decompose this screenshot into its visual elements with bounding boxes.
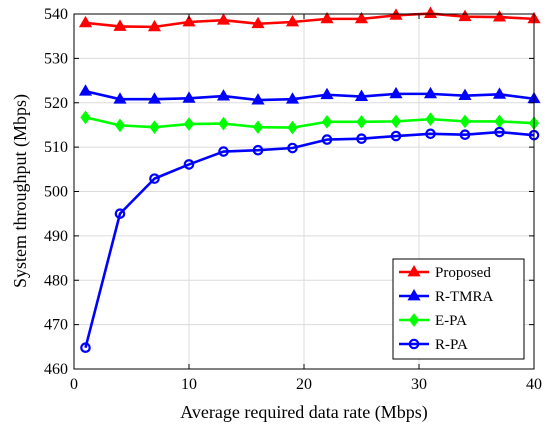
data-point-r-pa — [114, 208, 126, 219]
x-tick-label: 40 — [526, 376, 542, 393]
data-point-r-pa — [80, 342, 91, 353]
legend-marker — [408, 338, 420, 350]
data-point-r-tmra — [492, 87, 507, 99]
legend-marker — [407, 288, 421, 301]
data-point-proposed — [78, 15, 93, 28]
series-r-pa — [80, 126, 540, 353]
legend: Proposed R-TMRA E-PA R-PA — [392, 258, 525, 360]
data-point-r-tmra — [423, 86, 438, 99]
legend-entry-e-pa: E-PA — [399, 313, 467, 329]
y-tick-label: 480 — [44, 272, 68, 289]
y-tick-label: 510 — [44, 139, 68, 156]
data-point-proposed — [354, 11, 369, 24]
legend-label: R-TMRA — [435, 289, 494, 305]
data-point-e-pa — [459, 114, 471, 129]
data-point-r-tmra — [251, 93, 265, 105]
series-line-r-pa — [84, 130, 535, 349]
data-point-r-tmra — [354, 89, 369, 101]
ticks: 0 10 20 30 40 460 470 480 490 500 510 520 530 540 — [44, 6, 542, 393]
data-point-r-tmra — [389, 86, 403, 99]
data-point-e-pa — [390, 114, 402, 129]
data-point-r-pa — [183, 159, 195, 170]
y-tick-label: 500 — [44, 184, 68, 201]
data-point-r-pa — [390, 130, 402, 142]
data-point-proposed — [492, 10, 507, 22]
data-point-e-pa — [425, 112, 436, 127]
x-tick-label: 0 — [70, 376, 78, 393]
data-point-r-pa — [149, 173, 160, 184]
data-point-r-tmra — [147, 92, 162, 104]
data-point-r-tmra — [182, 91, 196, 103]
data-point-proposed — [113, 19, 127, 31]
y-tick-label: 520 — [44, 95, 68, 112]
data-point-r-pa — [252, 144, 264, 156]
y-axis-label: System throughput (Mbps) — [10, 94, 31, 288]
y-tick-label: 490 — [44, 228, 68, 245]
y-tick-label: 530 — [44, 50, 68, 67]
data-point-e-pa — [149, 120, 160, 134]
data-point-r-tmra — [113, 92, 127, 104]
data-point-e-pa — [321, 114, 333, 129]
data-point-r-tmra — [216, 89, 231, 101]
legend-entry-r-tmra: R-TMRA — [399, 288, 494, 305]
x-tick-label: 30 — [411, 376, 427, 393]
data-point-proposed — [216, 13, 231, 25]
data-point-r-pa — [287, 142, 298, 154]
data-point-proposed — [182, 14, 196, 27]
legend-entry-r-pa: R-PA — [399, 337, 468, 353]
data-point-r-tmra — [320, 87, 334, 100]
y-tick-label: 470 — [44, 317, 68, 334]
data-point-r-pa — [218, 146, 229, 157]
legend-label: Proposed — [435, 265, 491, 281]
data-point-e-pa — [356, 114, 367, 129]
data-point-r-tmra — [458, 88, 472, 101]
legend-label: E-PA — [435, 313, 467, 329]
data-point-proposed — [147, 19, 162, 32]
data-point-proposed — [320, 11, 334, 24]
x-tick-label: 10 — [181, 376, 197, 393]
data-point-proposed — [251, 16, 265, 29]
data-point-e-pa — [252, 120, 264, 134]
x-axis-label: Average required data rate (Mbps) — [180, 402, 428, 423]
data-point-proposed — [285, 14, 300, 27]
y-tick-label: 460 — [44, 361, 68, 378]
data-point-r-pa — [459, 129, 471, 140]
data-point-e-pa — [183, 117, 195, 131]
data-point-proposed — [458, 9, 472, 22]
data-point-r-pa — [321, 134, 333, 145]
data-point-r-tmra — [285, 92, 300, 104]
data-point-e-pa — [218, 116, 229, 131]
series-line-proposed — [85, 12, 535, 29]
data-point-r-pa — [356, 133, 367, 144]
legend-marker — [408, 313, 420, 327]
data-point-proposed — [423, 6, 438, 18]
data-point-r-tmra — [78, 84, 93, 96]
x-tick-label: 20 — [296, 376, 312, 393]
data-point-e-pa — [114, 118, 126, 133]
series-line-r-tmra — [85, 89, 535, 102]
y-tick-label: 540 — [44, 6, 68, 23]
data-point-r-pa — [425, 128, 436, 140]
data-point-e-pa — [80, 110, 91, 125]
legend-marker — [407, 264, 421, 277]
data-point-e-pa — [287, 120, 298, 135]
legend-entry-proposed: Proposed — [399, 264, 491, 281]
series-group — [78, 6, 541, 353]
legend-label: R-PA — [435, 337, 468, 353]
data-point-r-pa — [494, 126, 505, 138]
series-line-e-pa — [85, 116, 535, 129]
